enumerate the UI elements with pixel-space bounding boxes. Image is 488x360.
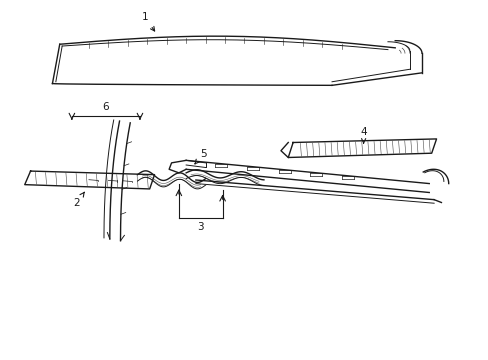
Text: 4: 4 <box>360 127 366 143</box>
Text: 1: 1 <box>141 13 154 31</box>
Text: 2: 2 <box>73 192 84 207</box>
Text: 6: 6 <box>102 102 109 112</box>
Text: 3: 3 <box>197 222 203 232</box>
Text: 5: 5 <box>195 149 206 164</box>
Polygon shape <box>287 139 436 157</box>
Polygon shape <box>25 171 154 189</box>
